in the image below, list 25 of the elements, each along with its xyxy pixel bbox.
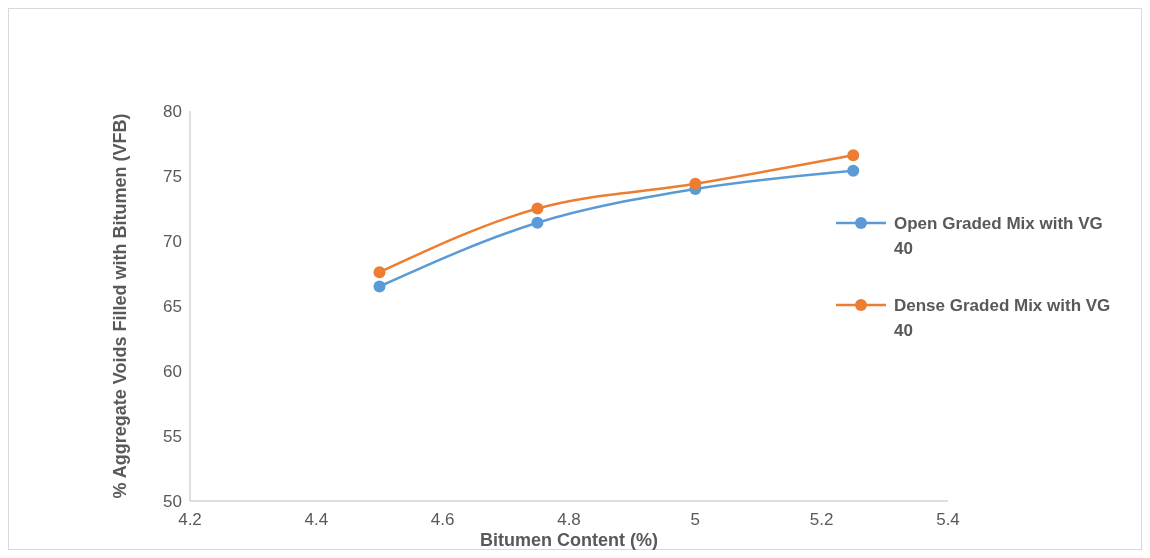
legend-label: Open Graded Mix with VG 40 <box>894 213 1103 259</box>
x-axis-title: Bitumen Content (%) <box>480 530 658 550</box>
point <box>373 266 386 279</box>
x-tick-label: 4.4 <box>304 510 329 529</box>
y-tick-label: 50 <box>163 491 182 511</box>
point <box>531 216 544 229</box>
legend-label: Dense Graded Mix with VG 40 <box>894 295 1111 341</box>
y-tick-label: 60 <box>163 361 182 381</box>
y-tick-label: 75 <box>163 166 182 186</box>
y-tick-label: 55 <box>163 426 182 446</box>
y-axis-title: % Aggregate Voids Filled with Bitumen (VFB) <box>110 113 130 499</box>
y-tick-label: 70 <box>163 231 182 251</box>
x-tick-label: 5.2 <box>809 510 834 529</box>
x-tick-label: 5 <box>690 510 701 529</box>
y-tick-label: 65 <box>163 296 182 316</box>
point <box>847 149 860 162</box>
point <box>373 280 386 293</box>
x-tick-label: 4.8 <box>557 510 581 529</box>
point <box>847 164 860 177</box>
point <box>689 177 702 190</box>
point <box>531 202 544 215</box>
x-tick-label: 4.2 <box>178 510 202 529</box>
x-tick-label: 4.6 <box>430 510 455 529</box>
x-tick-label: 5.4 <box>936 510 960 529</box>
y-tick-label: 80 <box>163 101 182 121</box>
